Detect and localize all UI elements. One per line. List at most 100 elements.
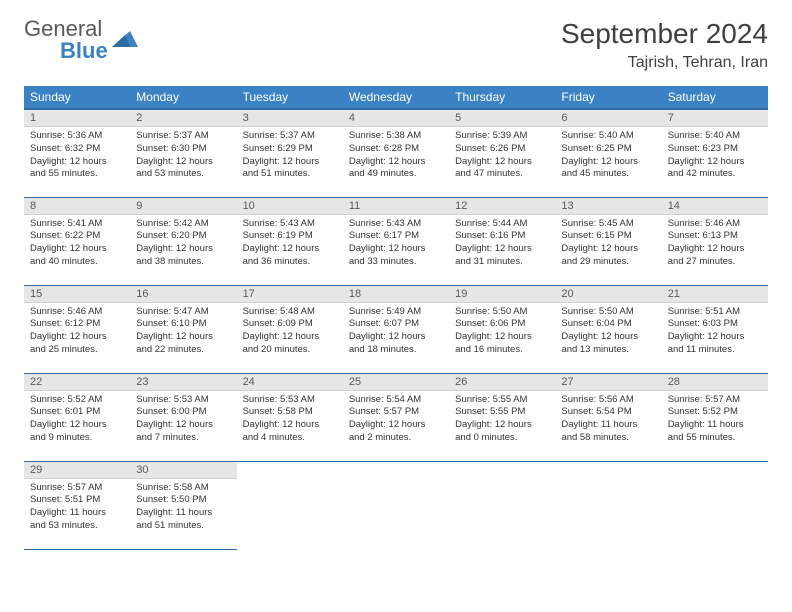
sunrise-line: Sunrise: 5:40 AM — [668, 130, 762, 143]
daylight-line: Daylight: 12 hours and 7 minutes. — [136, 419, 230, 445]
logo: General Blue — [24, 18, 138, 62]
sunset-line: Sunset: 5:57 PM — [349, 406, 443, 419]
day-details: Sunrise: 5:42 AMSunset: 6:20 PMDaylight:… — [130, 215, 236, 273]
day-number: 30 — [130, 462, 236, 479]
sunrise-line: Sunrise: 5:37 AM — [243, 130, 337, 143]
day-number: 2 — [130, 110, 236, 127]
day-details: Sunrise: 5:47 AMSunset: 6:10 PMDaylight:… — [130, 303, 236, 361]
sunset-line: Sunset: 6:10 PM — [136, 318, 230, 331]
daylight-line: Daylight: 11 hours and 53 minutes. — [30, 507, 124, 533]
daylight-line: Daylight: 12 hours and 31 minutes. — [455, 243, 549, 269]
weekday-header: Friday — [555, 86, 661, 109]
day-number: 29 — [24, 462, 130, 479]
calendar-cell: 13Sunrise: 5:45 AMSunset: 6:15 PMDayligh… — [555, 197, 661, 285]
daylight-line: Daylight: 12 hours and 29 minutes. — [561, 243, 655, 269]
day-details: Sunrise: 5:50 AMSunset: 6:06 PMDaylight:… — [449, 303, 555, 361]
calendar-cell: 16Sunrise: 5:47 AMSunset: 6:10 PMDayligh… — [130, 285, 236, 373]
sunrise-line: Sunrise: 5:54 AM — [349, 394, 443, 407]
calendar-cell: 2Sunrise: 5:37 AMSunset: 6:30 PMDaylight… — [130, 109, 236, 197]
sunrise-line: Sunrise: 5:39 AM — [455, 130, 549, 143]
calendar-cell: 17Sunrise: 5:48 AMSunset: 6:09 PMDayligh… — [237, 285, 343, 373]
day-details: Sunrise: 5:51 AMSunset: 6:03 PMDaylight:… — [662, 303, 768, 361]
day-number: 20 — [555, 286, 661, 303]
calendar-cell: 19Sunrise: 5:50 AMSunset: 6:06 PMDayligh… — [449, 285, 555, 373]
day-details: Sunrise: 5:41 AMSunset: 6:22 PMDaylight:… — [24, 215, 130, 273]
calendar-cell: 11Sunrise: 5:43 AMSunset: 6:17 PMDayligh… — [343, 197, 449, 285]
day-details: Sunrise: 5:55 AMSunset: 5:55 PMDaylight:… — [449, 391, 555, 449]
day-number: 25 — [343, 374, 449, 391]
day-number: 5 — [449, 110, 555, 127]
daylight-line: Daylight: 12 hours and 42 minutes. — [668, 156, 762, 182]
sunset-line: Sunset: 5:52 PM — [668, 406, 762, 419]
sunrise-line: Sunrise: 5:50 AM — [455, 306, 549, 319]
calendar-cell: 18Sunrise: 5:49 AMSunset: 6:07 PMDayligh… — [343, 285, 449, 373]
calendar-body: 1Sunrise: 5:36 AMSunset: 6:32 PMDaylight… — [24, 109, 768, 549]
daylight-line: Daylight: 12 hours and 9 minutes. — [30, 419, 124, 445]
sunset-line: Sunset: 6:30 PM — [136, 143, 230, 156]
weekday-header: Sunday — [24, 86, 130, 109]
daylight-line: Daylight: 12 hours and 45 minutes. — [561, 156, 655, 182]
day-details: Sunrise: 5:50 AMSunset: 6:04 PMDaylight:… — [555, 303, 661, 361]
calendar-table: SundayMondayTuesdayWednesdayThursdayFrid… — [24, 86, 768, 550]
daylight-line: Daylight: 12 hours and 20 minutes. — [243, 331, 337, 357]
sunset-line: Sunset: 6:07 PM — [349, 318, 443, 331]
day-number: 13 — [555, 198, 661, 215]
sunrise-line: Sunrise: 5:45 AM — [561, 218, 655, 231]
daylight-line: Daylight: 12 hours and 33 minutes. — [349, 243, 443, 269]
calendar-cell: 10Sunrise: 5:43 AMSunset: 6:19 PMDayligh… — [237, 197, 343, 285]
daylight-line: Daylight: 12 hours and 16 minutes. — [455, 331, 549, 357]
sunset-line: Sunset: 5:54 PM — [561, 406, 655, 419]
sunrise-line: Sunrise: 5:48 AM — [243, 306, 337, 319]
calendar-cell: 24Sunrise: 5:53 AMSunset: 5:58 PMDayligh… — [237, 373, 343, 461]
day-details: Sunrise: 5:43 AMSunset: 6:19 PMDaylight:… — [237, 215, 343, 273]
day-number: 15 — [24, 286, 130, 303]
sunset-line: Sunset: 6:13 PM — [668, 230, 762, 243]
sunrise-line: Sunrise: 5:56 AM — [561, 394, 655, 407]
daylight-line: Daylight: 12 hours and 22 minutes. — [136, 331, 230, 357]
location: Tajrish, Tehran, Iran — [561, 54, 768, 72]
calendar-cell: 12Sunrise: 5:44 AMSunset: 6:16 PMDayligh… — [449, 197, 555, 285]
day-number: 12 — [449, 198, 555, 215]
calendar-cell: 3Sunrise: 5:37 AMSunset: 6:29 PMDaylight… — [237, 109, 343, 197]
weekday-header: Saturday — [662, 86, 768, 109]
daylight-line: Daylight: 12 hours and 0 minutes. — [455, 419, 549, 445]
sunrise-line: Sunrise: 5:58 AM — [136, 482, 230, 495]
weekday-header: Wednesday — [343, 86, 449, 109]
sunrise-line: Sunrise: 5:57 AM — [30, 482, 124, 495]
calendar-cell — [555, 461, 661, 549]
day-number: 27 — [555, 374, 661, 391]
day-details: Sunrise: 5:45 AMSunset: 6:15 PMDaylight:… — [555, 215, 661, 273]
day-number: 6 — [555, 110, 661, 127]
calendar-cell: 25Sunrise: 5:54 AMSunset: 5:57 PMDayligh… — [343, 373, 449, 461]
sunset-line: Sunset: 6:19 PM — [243, 230, 337, 243]
sunrise-line: Sunrise: 5:51 AM — [668, 306, 762, 319]
sunset-line: Sunset: 5:55 PM — [455, 406, 549, 419]
calendar-cell — [343, 461, 449, 549]
day-details: Sunrise: 5:53 AMSunset: 6:00 PMDaylight:… — [130, 391, 236, 449]
day-number: 8 — [24, 198, 130, 215]
calendar-cell: 27Sunrise: 5:56 AMSunset: 5:54 PMDayligh… — [555, 373, 661, 461]
calendar-cell — [237, 461, 343, 549]
day-details: Sunrise: 5:40 AMSunset: 6:23 PMDaylight:… — [662, 127, 768, 185]
calendar-cell: 21Sunrise: 5:51 AMSunset: 6:03 PMDayligh… — [662, 285, 768, 373]
day-number: 26 — [449, 374, 555, 391]
day-details: Sunrise: 5:56 AMSunset: 5:54 PMDaylight:… — [555, 391, 661, 449]
sunrise-line: Sunrise: 5:55 AM — [455, 394, 549, 407]
day-number: 1 — [24, 110, 130, 127]
day-details: Sunrise: 5:48 AMSunset: 6:09 PMDaylight:… — [237, 303, 343, 361]
calendar-cell: 1Sunrise: 5:36 AMSunset: 6:32 PMDaylight… — [24, 109, 130, 197]
day-number: 7 — [662, 110, 768, 127]
calendar-cell: 28Sunrise: 5:57 AMSunset: 5:52 PMDayligh… — [662, 373, 768, 461]
sunrise-line: Sunrise: 5:57 AM — [668, 394, 762, 407]
title-block: September 2024 Tajrish, Tehran, Iran — [561, 18, 768, 72]
daylight-line: Daylight: 12 hours and 53 minutes. — [136, 156, 230, 182]
day-number: 14 — [662, 198, 768, 215]
sunset-line: Sunset: 6:32 PM — [30, 143, 124, 156]
daylight-line: Daylight: 12 hours and 47 minutes. — [455, 156, 549, 182]
day-number: 23 — [130, 374, 236, 391]
day-number: 10 — [237, 198, 343, 215]
day-number: 24 — [237, 374, 343, 391]
sunrise-line: Sunrise: 5:38 AM — [349, 130, 443, 143]
sunset-line: Sunset: 6:09 PM — [243, 318, 337, 331]
weekday-header: Monday — [130, 86, 236, 109]
